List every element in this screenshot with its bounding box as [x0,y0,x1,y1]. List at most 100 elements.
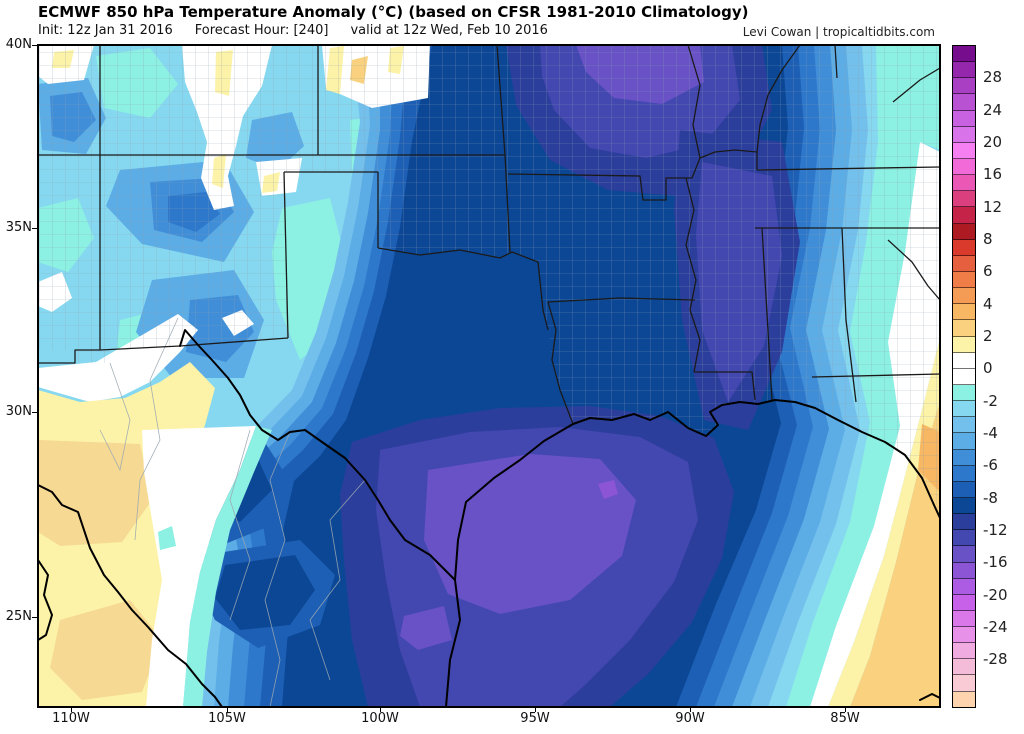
anomaly-core-m14 [424,454,636,614]
anomaly-core-m14-small [400,606,452,650]
credit-text: Levi Cowan | tropicaltidbits.com [742,25,935,39]
lon-tick-mark [690,707,691,712]
colorbar-cell [953,594,975,611]
state-borders [38,45,940,425]
anomaly-core-m16-dot [598,480,618,499]
lon-tick-label: 95W [520,711,550,726]
colorbar-cell [953,562,975,579]
colorbar-cell [953,255,975,272]
colorbar-tick-label: -24 [983,618,1008,637]
lat-tick-label: 30N [5,404,32,419]
colorbar-tick-label: 4 [983,294,993,313]
lat-tick-mark [32,617,38,618]
lat-tick-label: 35N [5,220,32,235]
lon-tick-label: 100W [361,711,399,726]
colorbar-cell [953,578,975,595]
colorbar-tick-label: -16 [983,553,1008,572]
anomaly-white-band [142,426,256,707]
colorbar-cell [953,481,975,498]
colorbar-tick-label: 12 [983,197,1003,216]
colorbar-cell [953,142,975,159]
colorbar-cell [953,336,975,353]
lon-tick-label: 110W [52,711,90,726]
colorbar-tick-label: 2 [983,327,993,346]
page-title: ECMWF 850 hPa Temperature Anomaly (°C) (… [38,3,749,21]
lon-tick-mark [71,707,72,712]
colorbar-cell [953,643,975,660]
anomaly-field [38,45,940,707]
colorbar-cell [953,175,975,192]
colorbar-tick-label: 28 [983,68,1003,87]
lon-tick-label: 85W [830,711,860,726]
colorbar-cell [953,627,975,644]
colorbar-tick-label: -6 [983,456,998,475]
colorbar-cell [953,271,975,289]
lon-tick-mark [845,707,846,712]
anomaly-cold-core [215,555,315,630]
colorbar-tick-label: 16 [983,165,1003,184]
colorbar-cell [953,223,975,240]
colorbar-tick-label: -4 [983,424,998,443]
colorbar-cell [953,352,975,369]
anomaly-aqua-dot [158,526,176,550]
colorbar-cell [953,191,975,208]
colorbar-cell [953,497,975,515]
colorbar-cell [953,207,975,224]
colorbar-tick-label: -2 [983,391,998,410]
lon-tick-mark [535,707,536,712]
colorbar-tick-label: 24 [983,100,1003,119]
colorbar-cell [953,659,975,676]
lat-tick-label: 25N [5,609,32,624]
colorbar-cell [953,384,975,402]
colorbar-tick-label: -8 [983,488,998,507]
colorbar-tick-label: 20 [983,133,1003,152]
map-frame [37,44,941,708]
colorbar-cell [953,675,975,692]
valid-time: valid at 12z Wed, Feb 10 2016 [350,23,548,38]
mexico-state-lines [99,317,366,707]
colorbar-cell [953,433,975,450]
anomaly-gold-band [850,402,940,707]
colorbar-cell [953,46,975,63]
lon-tick-mark [227,707,228,712]
colorbar-cell [953,158,975,176]
colorbar-cell [953,401,975,418]
colorbar-tick-label: -28 [983,650,1008,669]
colorbar-cell [953,239,975,256]
lat-tick-mark [32,45,38,46]
colorbar-tick-label: 6 [983,262,993,281]
colorbar-cell [953,62,975,79]
colorbar-cell [953,514,975,531]
lat-tick-label: 40N [5,37,32,52]
run-info: Init: 12z Jan 31 2016 Forecast Hour: [240… [38,23,570,38]
anomaly-tan-patch [50,600,162,700]
colorbar-cell [953,691,975,707]
colorbar [952,45,976,708]
lon-tick-label: 90W [675,711,705,726]
colorbar-cell [953,304,975,321]
coastline [38,329,940,707]
lon-tick-label: 105W [208,711,246,726]
colorbar-tick-label: 8 [983,230,993,249]
colorbar-cell [953,368,975,385]
colorbar-cell [953,320,975,337]
lon-tick-mark [380,707,381,712]
forecast-hour: Forecast Hour: [240] [194,23,329,38]
lat-tick-mark [32,412,38,413]
colorbar-cell [953,530,975,547]
colorbar-cell [953,449,975,466]
anomaly-tan-patch [38,440,152,546]
colorbar-cell [953,465,975,482]
colorbar-cell [953,417,975,434]
colorbar-cell [953,546,975,563]
colorbar-cell [953,610,975,628]
colorbar-cell [953,78,975,95]
colorbar-cell [953,110,975,127]
lat-tick-mark [32,228,38,229]
init-time: Init: 12z Jan 31 2016 [38,23,173,38]
colorbar-tick-label: 0 [983,359,993,378]
colorbar-tick-label: -20 [983,585,1008,604]
